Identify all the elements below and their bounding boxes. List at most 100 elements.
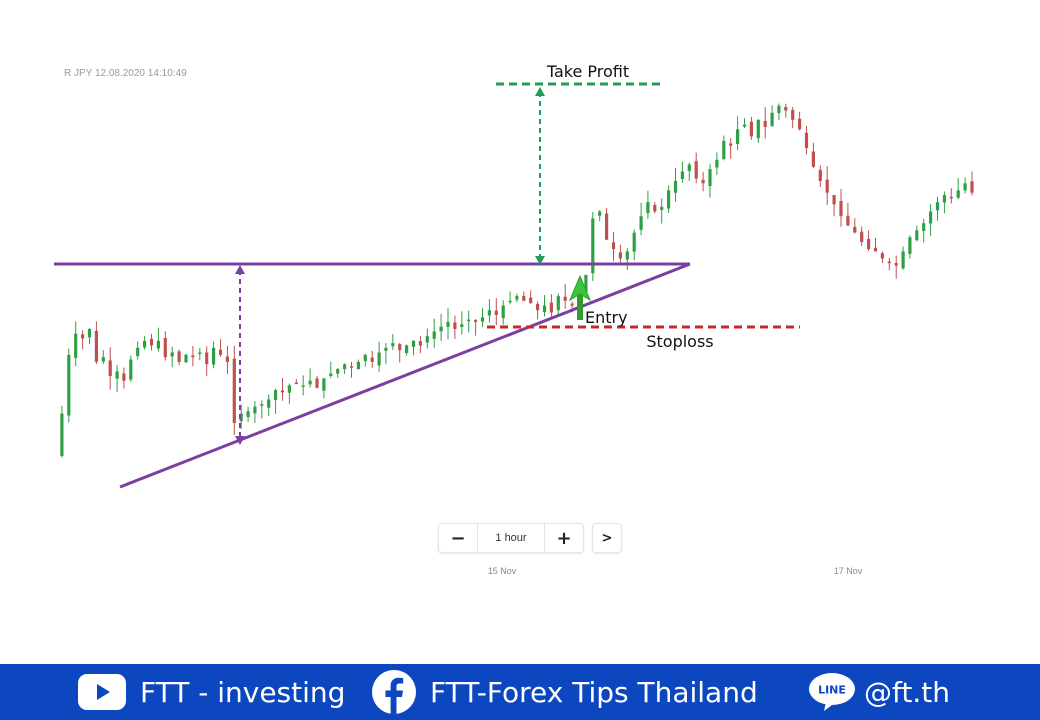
candle-body — [205, 352, 209, 365]
stoploss-label: Stoploss — [646, 332, 713, 351]
candle-body — [584, 275, 588, 298]
triangle-support-line — [119, 262, 691, 489]
candle-body — [680, 171, 684, 179]
candle-body — [67, 354, 71, 416]
candle-body — [749, 121, 753, 137]
entry-arrow-icon — [568, 274, 592, 320]
candle-body — [763, 120, 767, 127]
candle-body — [646, 202, 650, 214]
candle-body — [908, 237, 912, 254]
candle-body — [929, 211, 933, 224]
footer-line[interactable]: LINE @ft.th — [808, 664, 950, 720]
line-label: @ft.th — [864, 675, 950, 709]
candle-body — [673, 180, 678, 193]
candle-body — [935, 202, 940, 211]
candle-body — [667, 190, 671, 209]
candle-body — [274, 390, 278, 400]
candle-body — [301, 385, 305, 387]
candle-body — [618, 252, 622, 259]
candle-body — [322, 378, 326, 391]
candle-body — [343, 364, 347, 370]
candle-body — [598, 211, 602, 216]
candle-body — [570, 303, 574, 306]
candle-body — [832, 195, 836, 205]
candlestick-series — [60, 103, 974, 458]
candle-body — [280, 390, 285, 393]
candle-body — [770, 112, 774, 127]
symbol-timestamp: R JPY 12.08.2020 14:10:49 — [64, 68, 187, 79]
candle-body — [432, 331, 436, 339]
footer-banner: FTT - investing FTT-Forex Tips Thailand … — [0, 664, 1040, 720]
candle-body — [625, 251, 629, 260]
candle-body — [529, 297, 533, 304]
candle-body — [591, 218, 595, 274]
candle-body — [708, 169, 712, 186]
candle-body — [804, 132, 809, 149]
candle-body — [784, 107, 788, 111]
candle-body — [549, 302, 553, 313]
candle-body — [411, 340, 416, 347]
candle-body — [418, 341, 422, 346]
candle-body — [894, 263, 898, 266]
scroll-next-button[interactable]: > — [592, 523, 622, 553]
candle-body — [267, 399, 271, 408]
candle-body — [556, 296, 560, 311]
timeframe-label[interactable]: 1 hour — [477, 524, 545, 552]
entry-label: Entry — [585, 308, 628, 327]
candle-body — [736, 129, 740, 144]
candle-body — [108, 360, 112, 376]
candle-body — [81, 334, 85, 339]
candle-body — [287, 385, 291, 393]
candle-body — [363, 354, 367, 362]
candle-body — [156, 340, 160, 349]
candle-body — [542, 305, 547, 313]
candle-body — [232, 358, 236, 423]
candle-body — [308, 380, 312, 385]
candle-body — [474, 320, 478, 322]
candle-body — [715, 159, 719, 168]
candle-body — [253, 406, 257, 414]
candle-body — [143, 340, 147, 348]
zoom-in-button[interactable]: + — [556, 527, 572, 549]
candle-body — [846, 215, 850, 226]
candle-body — [508, 300, 512, 303]
candle-body — [777, 105, 781, 114]
candle-body — [956, 190, 960, 198]
candle-body — [101, 357, 105, 362]
candle-body — [129, 359, 133, 380]
candle-body — [515, 296, 519, 300]
candle-body — [177, 351, 181, 362]
candle-body — [460, 324, 464, 327]
candle-body — [60, 413, 64, 456]
candle-body — [384, 347, 388, 351]
footer-facebook[interactable]: FTT-Forex Tips Thailand — [372, 664, 758, 720]
candle-body — [453, 322, 457, 329]
candle-body — [687, 164, 691, 171]
candle-body — [349, 366, 354, 368]
facebook-label: FTT-Forex Tips Thailand — [430, 675, 758, 709]
candle-body — [501, 305, 505, 319]
footer-youtube[interactable]: FTT - investing — [78, 664, 345, 720]
candle-body — [639, 216, 643, 230]
candle-body — [887, 261, 891, 264]
candle-body — [811, 151, 815, 167]
pattern-height-arrow-top — [235, 265, 245, 274]
candle-body — [191, 355, 195, 358]
candle-body — [756, 119, 760, 139]
candle-body — [260, 404, 264, 406]
candle-body — [970, 181, 974, 193]
candle-body — [867, 238, 871, 250]
candle-body — [115, 371, 119, 379]
candle-body — [87, 329, 92, 338]
pattern-height-arrow-bottom — [235, 436, 245, 445]
candle-body — [701, 179, 705, 184]
candle-body — [729, 143, 733, 146]
take-profit-arrow-bottom — [535, 256, 545, 265]
candle-body — [853, 226, 857, 233]
candle-body — [225, 356, 229, 362]
candle-body — [563, 296, 567, 301]
candle-body — [315, 378, 319, 388]
candle-body — [198, 352, 202, 354]
candle-body — [467, 319, 471, 322]
zoom-out-button[interactable]: − — [450, 527, 466, 549]
